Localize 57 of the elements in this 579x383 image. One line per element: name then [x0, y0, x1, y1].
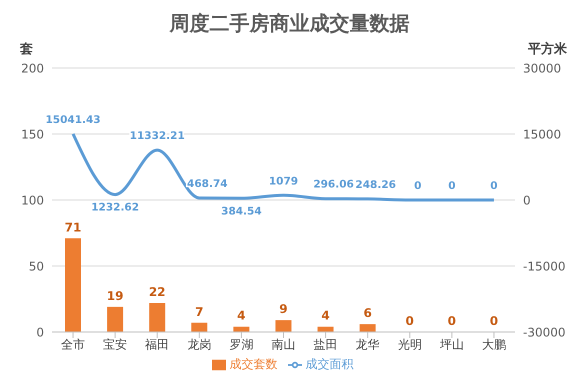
bar — [65, 238, 81, 332]
y2-tick-label: 0 — [523, 193, 531, 208]
data-label: 0 — [448, 314, 456, 328]
data-label: 0 — [448, 180, 456, 192]
y2-tick-label: -30000 — [523, 325, 566, 340]
x-tick-label: 罗湖 — [229, 338, 254, 352]
bar — [233, 326, 250, 332]
chart-title: 周度二手房商业成交量数据 — [168, 10, 410, 37]
y2-axis-title: 平方米 — [528, 40, 567, 58]
x-tick-label: 坪山 — [438, 338, 464, 352]
x-tick-label: 龙华 — [356, 338, 380, 352]
y-tick-label: 0 — [36, 325, 44, 340]
bar — [107, 306, 124, 332]
y-tick-label: 50 — [28, 259, 44, 274]
y-axis-title: 套 — [20, 41, 33, 58]
bar — [318, 326, 334, 332]
data-label: 4 — [237, 308, 246, 323]
x-tick-label: 宝安 — [103, 338, 128, 352]
data-label: 15041.43 — [45, 114, 101, 126]
bar — [275, 320, 292, 332]
data-label: 296.06 — [313, 178, 354, 191]
data-label: 22 — [148, 284, 166, 299]
x-tick-label: 龙岗 — [187, 338, 212, 352]
y-tick-label: 150 — [21, 127, 44, 142]
y-tick-label: 100 — [21, 193, 44, 208]
data-label: 468.74 — [187, 178, 228, 190]
data-label: 6 — [363, 306, 372, 320]
y-tick-label: 200 — [21, 61, 44, 76]
x-tick-label: 全市 — [61, 338, 86, 352]
data-label: 1232.62 — [91, 202, 140, 214]
data-label: 19 — [106, 288, 124, 303]
data-label: 7 — [195, 304, 204, 319]
data-label: 0 — [414, 180, 422, 192]
x-tick-label: 光明 — [398, 338, 422, 352]
bar — [191, 322, 208, 332]
data-label: 11332.21 — [130, 130, 185, 142]
data-label: 1079 — [268, 175, 298, 188]
data-label: 384.54 — [221, 205, 262, 218]
data-label: 0 — [406, 314, 414, 328]
bar — [360, 324, 376, 332]
data-label: 0 — [490, 180, 498, 192]
x-tick-label: 南山 — [272, 338, 296, 352]
x-tick-label: 福田 — [145, 338, 170, 352]
legend-label: 成交面积 — [306, 357, 354, 371]
data-label: 71 — [64, 220, 82, 234]
data-label: 4 — [321, 308, 330, 323]
y2-tick-label: 30000 — [523, 61, 562, 76]
line-series — [72, 132, 496, 202]
data-label: 0 — [490, 314, 498, 328]
data-label: 9 — [279, 302, 288, 316]
bar — [149, 302, 166, 332]
data-label: 248.26 — [355, 178, 396, 191]
y2-tick-label: 15000 — [523, 127, 562, 142]
x-tick-label: 盐田 — [314, 338, 338, 352]
y2-tick-label: -15000 — [523, 259, 566, 274]
legend-label: 成交套数 — [230, 357, 278, 371]
x-tick-label: 大鹏 — [482, 338, 506, 352]
